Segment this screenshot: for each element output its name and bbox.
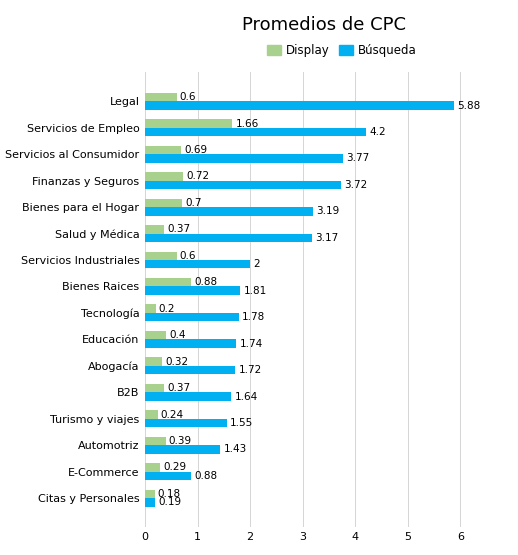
Text: 0.6: 0.6 xyxy=(180,251,196,261)
Text: 0.88: 0.88 xyxy=(194,471,218,481)
Bar xyxy=(145,154,343,163)
Bar xyxy=(145,498,155,507)
Text: 0.24: 0.24 xyxy=(161,410,184,420)
Text: 0.37: 0.37 xyxy=(168,224,191,234)
Bar xyxy=(145,357,162,366)
Bar xyxy=(145,181,340,189)
Text: 0.29: 0.29 xyxy=(164,462,186,472)
Bar xyxy=(145,472,191,480)
Text: 5.88: 5.88 xyxy=(457,100,481,110)
Bar xyxy=(145,207,313,215)
Bar xyxy=(145,384,165,392)
Text: 1.43: 1.43 xyxy=(223,445,247,455)
Text: 0.32: 0.32 xyxy=(165,357,188,367)
Text: 1.74: 1.74 xyxy=(240,339,263,349)
Bar xyxy=(145,463,160,472)
Text: 0.2: 0.2 xyxy=(159,304,175,314)
Bar xyxy=(145,172,183,181)
Text: 0.69: 0.69 xyxy=(184,145,208,155)
Text: 0.72: 0.72 xyxy=(186,171,209,181)
Bar xyxy=(145,102,454,110)
Text: 0.6: 0.6 xyxy=(180,92,196,102)
Bar xyxy=(145,234,312,242)
Bar xyxy=(145,392,231,401)
Text: 3.17: 3.17 xyxy=(315,233,338,243)
Text: 0.39: 0.39 xyxy=(169,436,192,446)
Text: 0.37: 0.37 xyxy=(168,383,191,393)
Bar xyxy=(145,305,155,313)
Text: 4.2: 4.2 xyxy=(369,127,385,137)
Text: 0.4: 0.4 xyxy=(169,330,186,340)
Bar xyxy=(145,146,181,154)
Text: 3.77: 3.77 xyxy=(347,153,370,163)
Bar xyxy=(145,199,182,207)
Bar xyxy=(145,410,157,418)
Bar xyxy=(145,119,232,128)
Text: 2: 2 xyxy=(253,259,260,269)
Text: 0.18: 0.18 xyxy=(157,489,181,499)
Text: 1.78: 1.78 xyxy=(242,312,265,322)
Bar xyxy=(145,278,191,286)
Bar xyxy=(145,339,237,348)
Bar xyxy=(145,331,166,339)
Text: 0.19: 0.19 xyxy=(158,497,181,507)
Bar xyxy=(145,225,165,234)
Bar xyxy=(145,445,220,453)
Bar xyxy=(145,251,177,260)
Bar xyxy=(145,418,226,427)
Bar xyxy=(145,490,154,498)
Text: 1.72: 1.72 xyxy=(239,365,262,375)
Text: 1.81: 1.81 xyxy=(243,286,267,296)
Text: 1.64: 1.64 xyxy=(234,391,257,401)
Bar xyxy=(145,128,366,136)
Bar xyxy=(145,93,177,102)
Text: 3.19: 3.19 xyxy=(316,206,339,216)
Title: Promedios de CPC: Promedios de CPC xyxy=(242,17,406,34)
Bar xyxy=(145,366,236,374)
Bar xyxy=(145,437,166,445)
Bar xyxy=(145,313,239,321)
Bar xyxy=(145,260,250,269)
Text: 1.55: 1.55 xyxy=(229,418,253,428)
Text: 1.66: 1.66 xyxy=(236,119,258,129)
Text: 0.7: 0.7 xyxy=(185,198,202,208)
Legend: Display, Búsqueda: Display, Búsqueda xyxy=(262,39,421,62)
Text: 3.72: 3.72 xyxy=(344,180,367,190)
Bar xyxy=(145,286,240,295)
Text: 0.88: 0.88 xyxy=(194,278,218,287)
